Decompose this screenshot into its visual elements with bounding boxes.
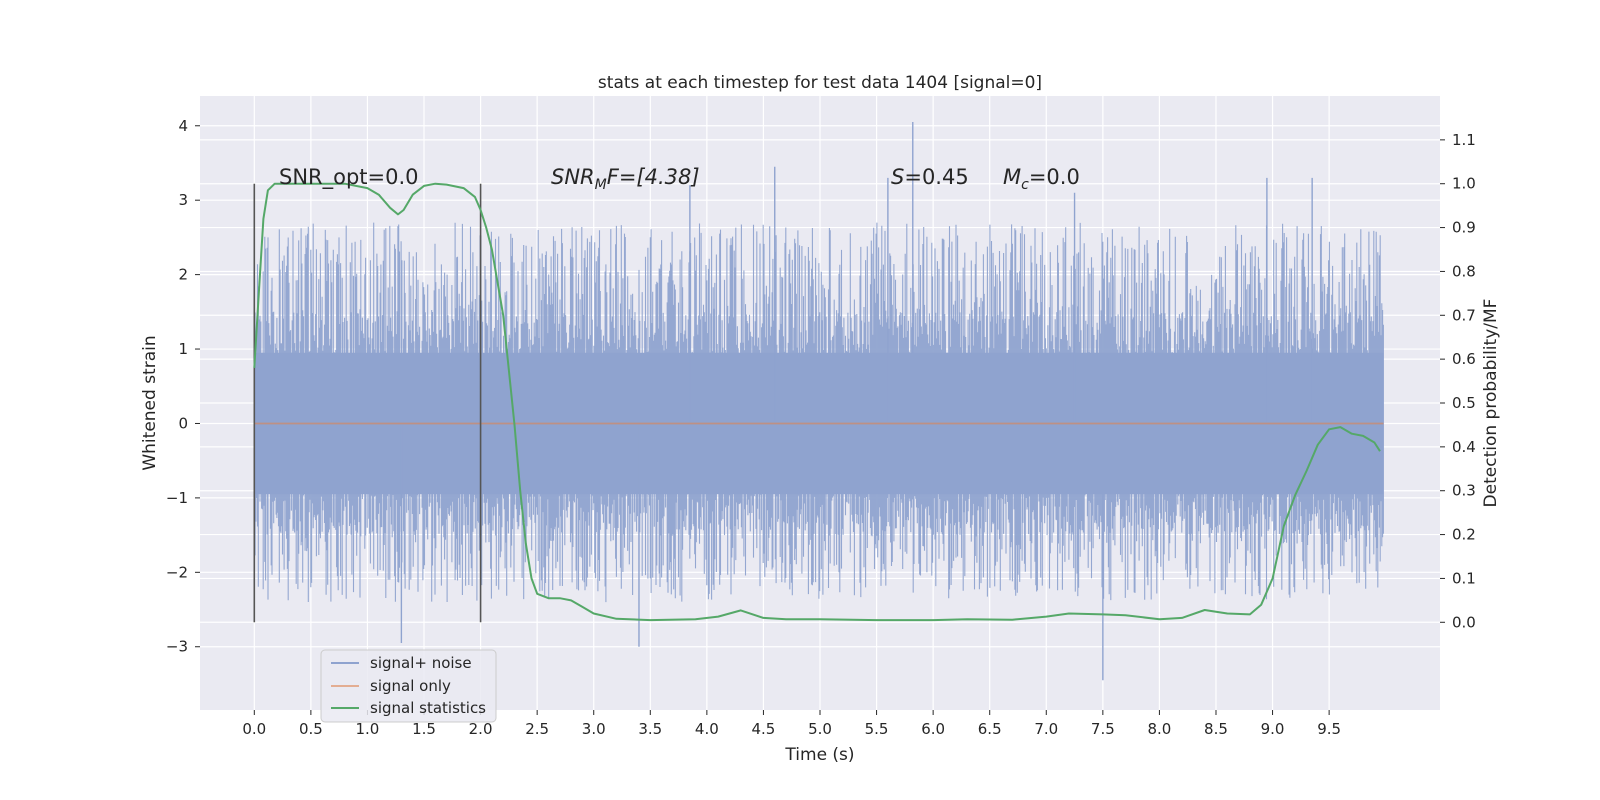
x-tick-label-6: 3.0	[582, 720, 606, 738]
x-tick-label-1: 0.5	[299, 720, 323, 738]
annotation-snr-mf-main: SNR	[551, 165, 595, 189]
x-tick-label-8: 4.0	[695, 720, 719, 738]
x-axis-ticks: 0.0 0.5 1.0 1.5 2.0 2.5 3.0 3.5 4.0 4.5 5.0 5.5 6.0 6…	[242, 710, 1341, 738]
x-tick-label-5: 2.5	[525, 720, 549, 738]
yr-tick-label-6: 0.6	[1452, 350, 1476, 368]
annotation-s: S=0.45	[891, 165, 969, 189]
x-tick-label-13: 6.5	[978, 720, 1002, 738]
yr-tick-label-3: 0.3	[1452, 482, 1476, 500]
x-tick-label-14: 7.0	[1034, 720, 1058, 738]
annotation-snr-mf-sub: M	[595, 177, 607, 193]
y-tick-label-6: 3	[178, 191, 188, 209]
y-tick-label-0: −3	[166, 638, 188, 656]
y-tick-label-3: 0	[178, 414, 188, 432]
yr-tick-label-7: 0.7	[1452, 306, 1476, 324]
legend-label-signal-noise: signal+ noise	[370, 654, 472, 672]
x-tick-label-12: 6.0	[921, 720, 945, 738]
y-tick-label-5: 2	[178, 266, 188, 284]
y-tick-label-7: 4	[178, 117, 188, 135]
x-tick-label-4: 2.0	[469, 720, 493, 738]
x-tick-label-16: 8.0	[1147, 720, 1171, 738]
yr-tick-label-4: 0.4	[1452, 438, 1476, 456]
y-right-axis-ticks: 0.0 0.1 0.2 0.3 0.4 0.5 0.6 0.7 0.8 0.9 1.0 1.1	[1440, 131, 1476, 631]
x-tick-label-19: 9.5	[1317, 720, 1341, 738]
legend: signal+ noise signal only signal statist…	[320, 649, 497, 723]
x-tick-label-3: 1.5	[412, 720, 436, 738]
x-tick-label-7: 3.5	[638, 720, 662, 738]
annotation-s-main: S	[891, 165, 904, 189]
annotation-snr-mf: SNRMF=[4.38]	[551, 165, 700, 193]
x-tick-label-10: 5.0	[808, 720, 832, 738]
annotation-mc-sub: c	[1021, 177, 1029, 193]
yr-tick-label-1: 0.1	[1452, 569, 1476, 587]
x-tick-label-2: 1.0	[356, 720, 380, 738]
y-axis-label: Whitened strain	[140, 335, 160, 470]
statistics-line	[253, 182, 1381, 622]
annotation-s-rest: =0.45	[904, 165, 968, 189]
chart-title: stats at each timestep for test data 140…	[598, 73, 1042, 93]
annotation-snr-mf-rest: F=[4.38]	[607, 165, 700, 189]
x-tick-label-11: 5.5	[865, 720, 889, 738]
legend-box	[320, 649, 497, 723]
yr-tick-label-0: 0.0	[1452, 613, 1476, 631]
x-tick-label-9: 4.5	[752, 720, 776, 738]
yr-tick-label-10: 1.0	[1452, 175, 1476, 193]
yr-tick-label-9: 0.9	[1452, 219, 1476, 237]
y-tick-label-4: 1	[178, 340, 188, 358]
legend-label-signal-only: signal only	[370, 677, 451, 695]
yr-tick-label-8: 0.8	[1452, 262, 1476, 280]
legend-label-signal-statistics: signal statistics	[370, 699, 486, 717]
x-tick-label-15: 7.5	[1091, 720, 1115, 738]
yr-tick-label-5: 0.5	[1452, 394, 1476, 412]
vertical-markers	[253, 183, 482, 623]
annotation-mc-main: M	[1003, 165, 1021, 189]
y-tick-label-1: −2	[166, 563, 188, 581]
annotation-snr-opt: SNR_opt=0.0	[279, 165, 419, 190]
y-right-axis-label: Detection probability/MF	[1481, 299, 1501, 508]
yr-tick-label-2: 0.2	[1452, 526, 1476, 544]
y-axis-ticks: −3 −2 −1 0 1 2 3 4	[166, 117, 200, 656]
annotation-mc: Mc=0.0	[1003, 165, 1080, 193]
series-signal-statistics	[253, 182, 1381, 622]
y-tick-label-2: −1	[166, 489, 188, 507]
x-tick-label-0: 0.0	[242, 720, 266, 738]
yr-tick-label-11: 1.1	[1452, 131, 1476, 149]
annotation-mc-rest: =0.0	[1029, 165, 1080, 189]
x-tick-label-17: 8.5	[1204, 720, 1228, 738]
x-axis-label: Time (s)	[784, 745, 854, 765]
x-tick-label-18: 9.0	[1261, 720, 1285, 738]
